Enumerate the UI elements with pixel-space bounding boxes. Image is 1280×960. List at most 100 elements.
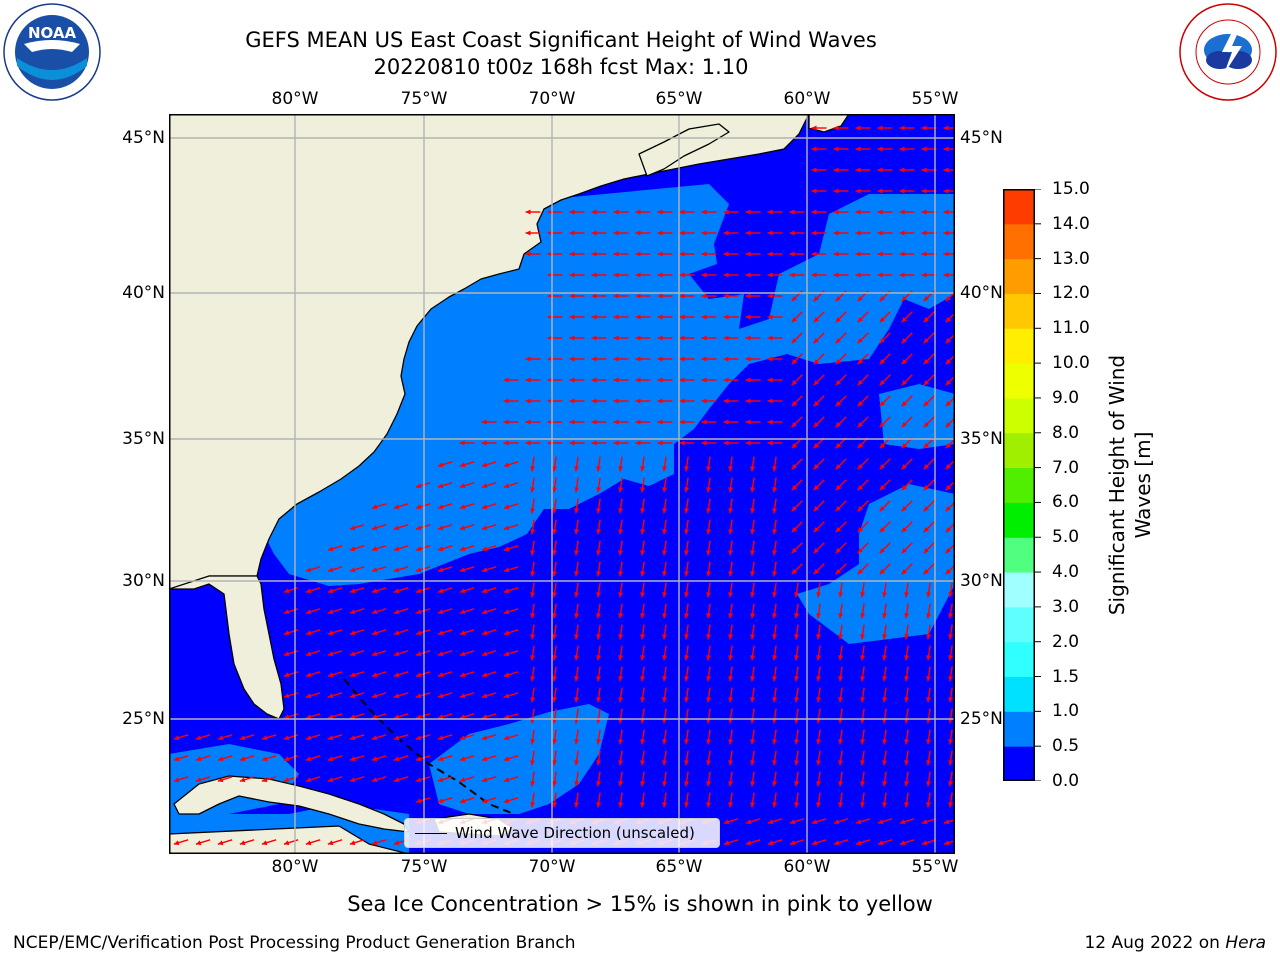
wave-arrow-head — [371, 504, 378, 510]
wave-arrow-head — [173, 840, 180, 846]
wave-arrow-head — [684, 697, 690, 703]
wave-arrow-head — [745, 293, 751, 299]
wave-arrow-head — [767, 840, 774, 846]
wave-arrow-head — [481, 672, 488, 678]
wave-arrow-head — [882, 676, 888, 682]
colorbar-segment — [1003, 328, 1035, 364]
wave-arrow-head — [525, 356, 531, 362]
wave-arrow-head — [569, 377, 575, 383]
wave-arrow-head — [569, 356, 575, 362]
wave-arrow-head — [195, 777, 202, 783]
wave-arrow-head — [552, 634, 558, 640]
wave-arrow-head — [794, 655, 800, 661]
wave-arrow-head — [596, 508, 602, 514]
wave-arrow-head — [459, 777, 466, 783]
wave-arrow-head — [879, 485, 885, 491]
wave-arrow-head — [901, 464, 907, 470]
wave-arrow-head — [745, 377, 751, 383]
wave-arrow-head — [728, 634, 734, 640]
colorbar-segment — [1003, 432, 1035, 469]
lon-label-bottom: 75°W — [400, 857, 448, 877]
wave-arrow-head — [877, 125, 883, 131]
wave-arrow-head — [794, 802, 800, 808]
wave-arrow-head — [640, 508, 646, 514]
wave-arrow-head — [926, 739, 932, 745]
wave-arrow-head — [657, 377, 663, 383]
wave-arrow-head — [750, 529, 756, 535]
wave-arrow-head — [923, 506, 929, 512]
wave-arrow-head — [503, 693, 510, 699]
wave-arrow-head — [591, 209, 597, 215]
wave-arrow-head — [657, 293, 663, 299]
wave-arrow-head — [530, 487, 536, 493]
wave-arrow-head — [838, 781, 844, 787]
wave-arrow-head — [838, 739, 844, 745]
wave-arrow-head — [305, 567, 312, 573]
wave-arrow-head — [283, 735, 290, 741]
wave-arrow-head — [855, 251, 861, 257]
wave-arrow-head — [948, 634, 954, 640]
wave-arrow-head — [640, 697, 646, 703]
wave-arrow-head — [948, 760, 954, 766]
colorbar-segment — [1003, 606, 1035, 643]
wave-arrow-head — [904, 802, 910, 808]
wave-arrow-head — [618, 739, 624, 745]
wave-arrow-head — [574, 655, 580, 661]
wave-arrow-head — [393, 777, 400, 783]
colorbar-segment — [1003, 711, 1035, 747]
wave-arrow-head — [684, 466, 690, 472]
wave-arrow-head — [945, 569, 951, 575]
wave-arrow-head — [547, 356, 553, 362]
wave-arrow-head — [877, 188, 883, 194]
wave-arrow-head — [596, 592, 602, 598]
wave-arrow-head — [640, 613, 646, 619]
wave-arrow-head — [926, 697, 932, 703]
wave-arrow-head — [879, 464, 885, 470]
wave-arrow-head — [813, 527, 819, 533]
wave-arrow-head — [811, 209, 817, 215]
wave-arrow-head — [662, 781, 668, 787]
wave-arrow-head — [503, 777, 510, 783]
wave-arrow-head — [860, 760, 866, 766]
wave-arrow-head — [923, 464, 929, 470]
wave-arrow-head — [415, 777, 422, 783]
wave-arrow-head — [767, 440, 773, 446]
wave-arrow-head — [437, 630, 444, 636]
wave-arrow-head — [327, 840, 334, 846]
lon-label-bottom: 55°W — [911, 857, 959, 877]
wave-arrow-head — [662, 487, 668, 493]
wave-arrow-head — [899, 819, 906, 825]
wave-arrow-head — [173, 756, 180, 762]
wave-arrow-head — [530, 466, 536, 472]
wave-arrow-head — [503, 419, 509, 425]
wave-arrow-head — [877, 146, 883, 152]
wave-arrow-head — [835, 548, 841, 554]
wave-arrow-head — [860, 697, 866, 703]
wave-arrow-head — [772, 613, 778, 619]
wave-arrow-head — [530, 676, 536, 682]
colorbar-segment — [1003, 676, 1035, 712]
wave-arrow-head — [459, 672, 466, 678]
wave-arrow-head — [679, 335, 685, 341]
wave-arrow-head — [530, 739, 536, 745]
wave-arrow-head — [239, 840, 246, 846]
wave-arrow-head — [833, 272, 839, 278]
wave-arrow-head — [728, 571, 734, 577]
wave-arrow-head — [613, 272, 619, 278]
wave-arrow-head — [481, 651, 488, 657]
wave-arrow-head — [926, 592, 932, 598]
wave-arrow-head — [437, 735, 444, 741]
wave-arrow-head — [813, 422, 819, 428]
wave-arrow-head — [701, 440, 707, 446]
wave-arrow-head — [728, 655, 734, 661]
wave-arrow-head — [547, 293, 553, 299]
wave-arrow-head — [684, 676, 690, 682]
wave-arrow-head — [723, 251, 729, 257]
lat-label-right: 35°N — [960, 429, 1003, 449]
wave-arrow-head — [552, 592, 558, 598]
wave-arrow-head — [415, 609, 422, 615]
wave-arrow-head — [415, 630, 422, 636]
wave-arrow-head — [723, 377, 729, 383]
wave-arrow-head — [706, 676, 712, 682]
wave-arrow-head — [701, 209, 707, 215]
